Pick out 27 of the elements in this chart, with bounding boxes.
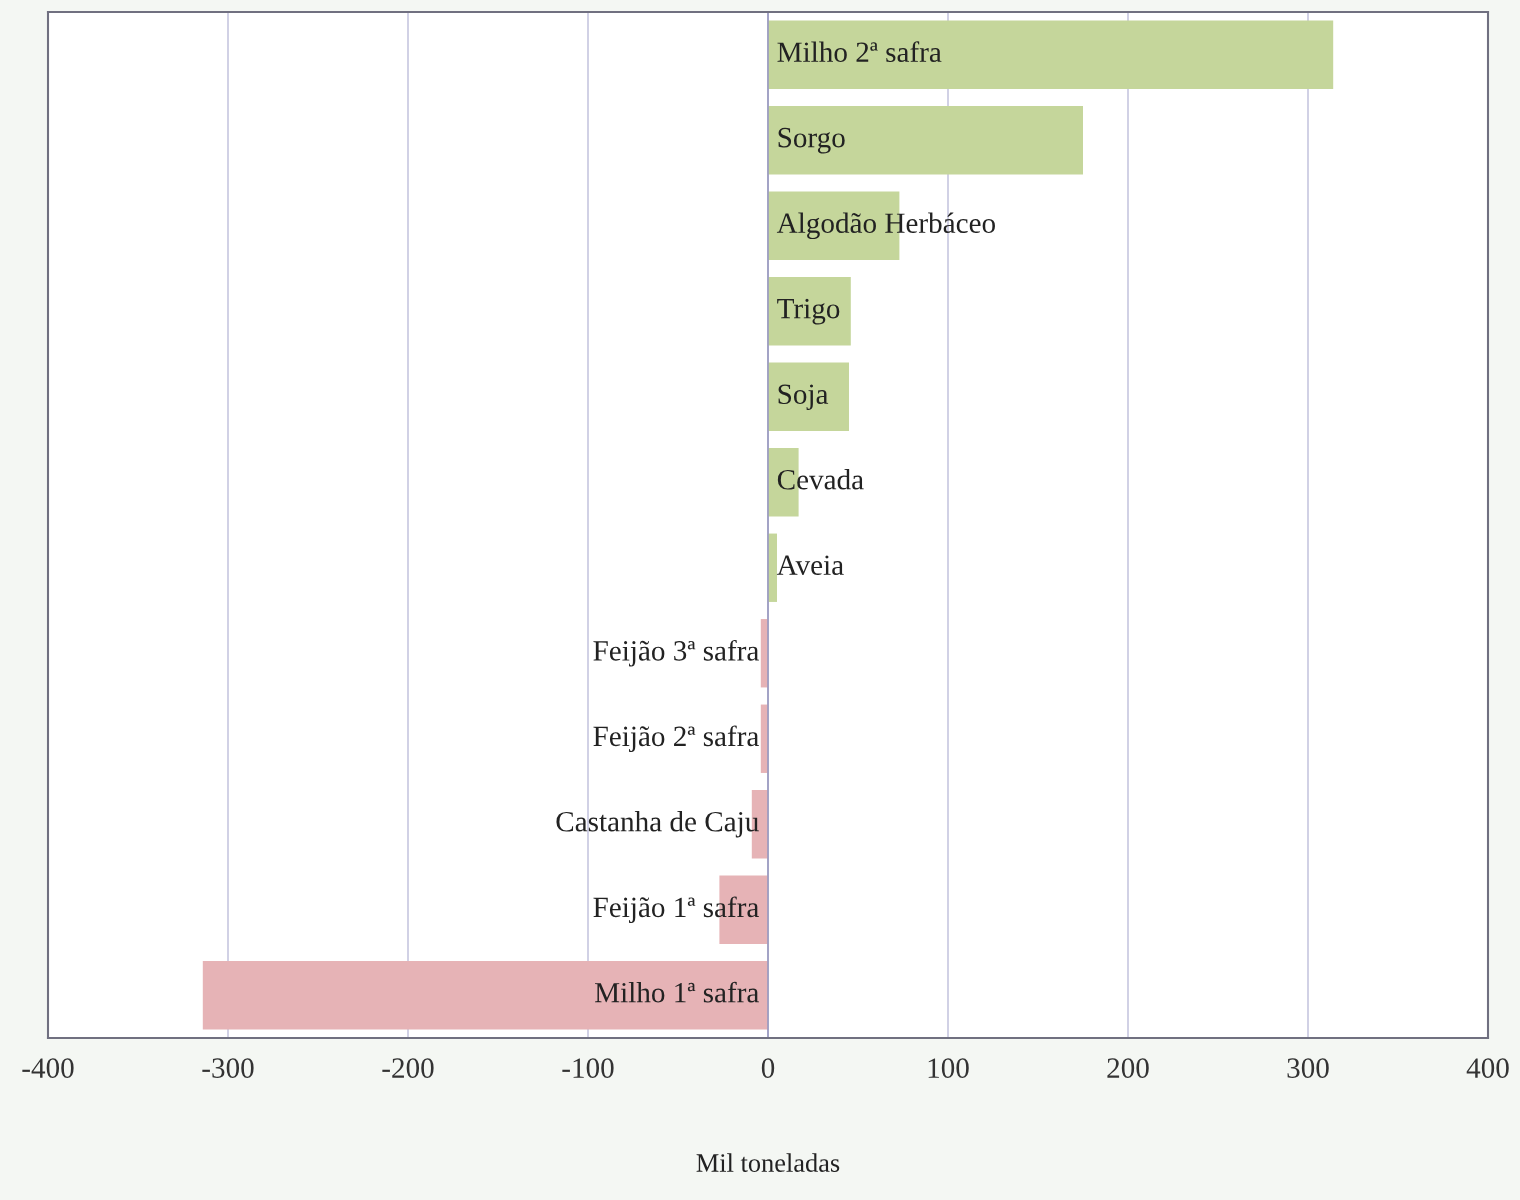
y-tick-label: Feijão 1ª safra (593, 896, 759, 924)
bar (768, 362, 849, 431)
bar (768, 277, 851, 346)
x-tick-label: 0 (761, 1058, 775, 1078)
x-tick-label: 100 (928, 1058, 969, 1078)
y-tick-label: Feijão 2ª safra (593, 725, 759, 753)
y-tick-label: Sorgo (778, 127, 845, 154)
y-tick-label: Feijão 3ª safra (593, 639, 759, 667)
x-axis-title: Mil toneladas (696, 1153, 840, 1172)
y-tick-label: Milho 1ª safra (595, 981, 759, 1003)
x-tick-label: -200 (382, 1058, 434, 1078)
y-tick-label: Aveia (776, 555, 844, 576)
y-tick-label: Castanha de Caju (556, 811, 759, 838)
bar (768, 20, 1334, 89)
x-tick-label: 200 (1107, 1058, 1149, 1078)
y-tick-label: Milho 2ª safra (777, 41, 942, 63)
bar (768, 106, 1083, 175)
bar (202, 961, 768, 1030)
y-tick-label: Trigo (777, 298, 840, 325)
y-tick-label: Algodão Herbáceo (776, 212, 995, 240)
x-tick-label: -100 (562, 1058, 614, 1078)
x-tick-label: 300 (1287, 1058, 1329, 1078)
y-tick-label: Cevada (777, 469, 864, 490)
x-tick-label: 400 (1466, 1058, 1509, 1078)
y-tick-label: Soja (778, 384, 829, 410)
x-tick-label: -300 (202, 1058, 254, 1078)
x-tick-label: -400 (22, 1058, 74, 1078)
